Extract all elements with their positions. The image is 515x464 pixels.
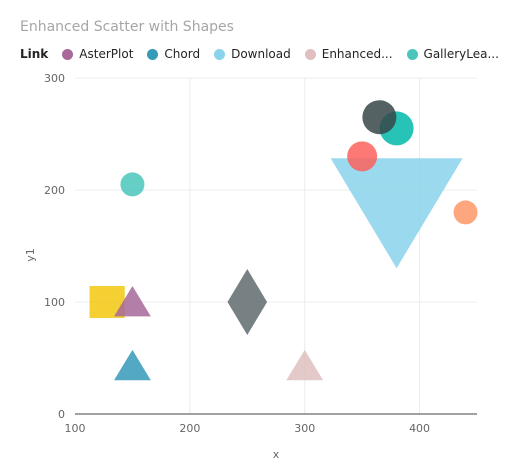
legend-marker-icon xyxy=(304,48,316,60)
triangle-up-marker[interactable] xyxy=(114,286,151,317)
data-points xyxy=(89,100,478,381)
circle-marker[interactable] xyxy=(347,141,378,172)
y-tick-label: 100 xyxy=(44,296,65,309)
legend-title: Link xyxy=(20,47,49,61)
circle-marker[interactable] xyxy=(362,100,397,135)
y-tick-label: 0 xyxy=(58,408,65,421)
legend-marker-icon xyxy=(62,48,74,60)
y-tick-label: 300 xyxy=(44,72,65,85)
diamond-marker[interactable] xyxy=(227,269,268,335)
y-tick-label: 200 xyxy=(44,184,65,197)
legend-item-enhanced[interactable]: Enhanced... xyxy=(304,47,393,61)
triangle-up-marker[interactable] xyxy=(114,349,151,381)
legend-item-download[interactable]: Download xyxy=(214,47,291,61)
legend-marker-icon xyxy=(406,48,418,60)
legend-marker-icon xyxy=(147,48,159,60)
legend-label: Chord xyxy=(164,47,201,61)
chart-title: Enhanced Scatter with Shapes xyxy=(20,19,234,35)
circle-marker[interactable] xyxy=(453,200,478,225)
legend-item-gallerylea[interactable]: GalleryLea... xyxy=(406,47,499,61)
legend-label: Download xyxy=(231,47,291,61)
x-axis-label: x xyxy=(273,448,280,461)
legend-item-asterplot[interactable]: AsterPlot xyxy=(62,47,133,61)
y-axis-label: y1 xyxy=(24,248,37,262)
triangle-up-marker[interactable] xyxy=(286,349,324,381)
x-tick-label: 200 xyxy=(179,422,200,435)
legend-label: AsterPlot xyxy=(79,47,134,61)
legend-label: GalleryLea... xyxy=(423,47,499,61)
x-tick-label: 400 xyxy=(409,422,430,435)
x-tick-label: 100 xyxy=(65,422,86,435)
x-tick-label: 300 xyxy=(294,422,315,435)
legend-marker-icon xyxy=(214,48,226,60)
legend: Link AsterPlot Chord Download Enhanced..… xyxy=(20,45,513,63)
circle-marker[interactable] xyxy=(120,172,145,197)
legend-label: Enhanced... xyxy=(321,47,393,61)
triangle-down-marker[interactable] xyxy=(330,158,463,269)
legend-item-chord[interactable]: Chord xyxy=(147,47,200,61)
